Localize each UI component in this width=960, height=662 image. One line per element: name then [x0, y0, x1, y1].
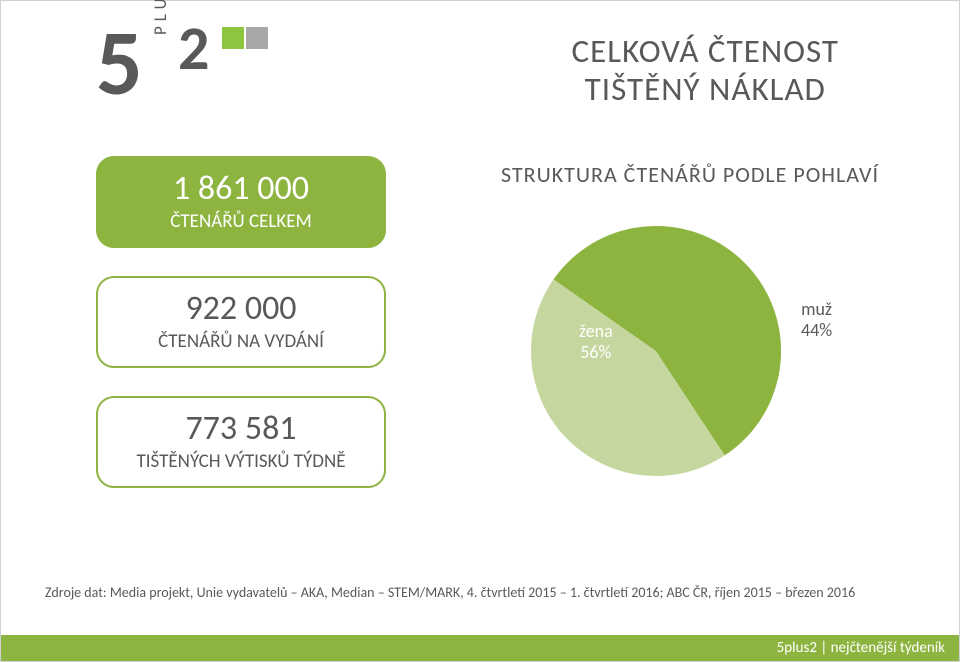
pie-slice-zena	[531, 226, 781, 476]
stat-pill-readers-total: 1 861 000 ČTENÁŘŮ CELKEM	[96, 156, 386, 248]
stat-value: 1 861 000	[173, 171, 309, 207]
footer-bar: 5plus2 | nejčtenější týdeník	[1, 635, 959, 661]
footer-text: 5plus2 | nejčtenější týdeník	[777, 639, 945, 657]
pie-background	[531, 226, 781, 476]
stat-label: ČTENÁŘŮ NA VYDÁNÍ	[158, 330, 324, 353]
logo-square-green-icon	[222, 27, 244, 49]
logo-plus-text: PLUS	[150, 0, 171, 35]
stat-label: ČTENÁŘŮ CELKEM	[170, 210, 312, 233]
data-source-note: Zdroje dat: Media projekt, Unie vydavate…	[45, 584, 855, 601]
brand-logo: 5 PLUS 2	[96, 23, 286, 98]
gender-pie-chart	[531, 226, 781, 476]
pie-label-name: muž	[801, 299, 832, 320]
stat-pill-print-weekly: 773 581 TIŠTĚNÝCH VÝTISKŮ TÝDNĚ	[96, 396, 386, 488]
pie-label-muz: muž 44%	[801, 299, 832, 340]
stat-value: 922 000	[185, 291, 296, 327]
title-line-1: CELKOVÁ ČTENOST	[572, 33, 839, 71]
pie-label-percent: 44%	[801, 320, 832, 341]
stat-value: 773 581	[185, 411, 296, 447]
chart-title: STRUKTURA ČTENÁŘŮ PODLE POHLAVÍ	[501, 161, 879, 188]
pie-label-zena: žena 56%	[579, 321, 613, 362]
title-line-2: TIŠTĚNÝ NÁKLAD	[572, 71, 839, 109]
pie-label-percent: 56%	[579, 342, 613, 363]
pie-label-name: žena	[579, 321, 613, 342]
stat-pill-readers-per-issue: 922 000 ČTENÁŘŮ NA VYDÁNÍ	[96, 276, 386, 368]
stat-label: TIŠTĚNÝCH VÝTISKŮ TÝDNĚ	[137, 450, 346, 473]
logo-square-gray-icon	[246, 27, 268, 49]
page-title: CELKOVÁ ČTENOST TIŠTĚNÝ NÁKLAD	[572, 33, 839, 109]
logo-two: 2	[178, 17, 209, 79]
logo-five: 5	[96, 17, 139, 109]
